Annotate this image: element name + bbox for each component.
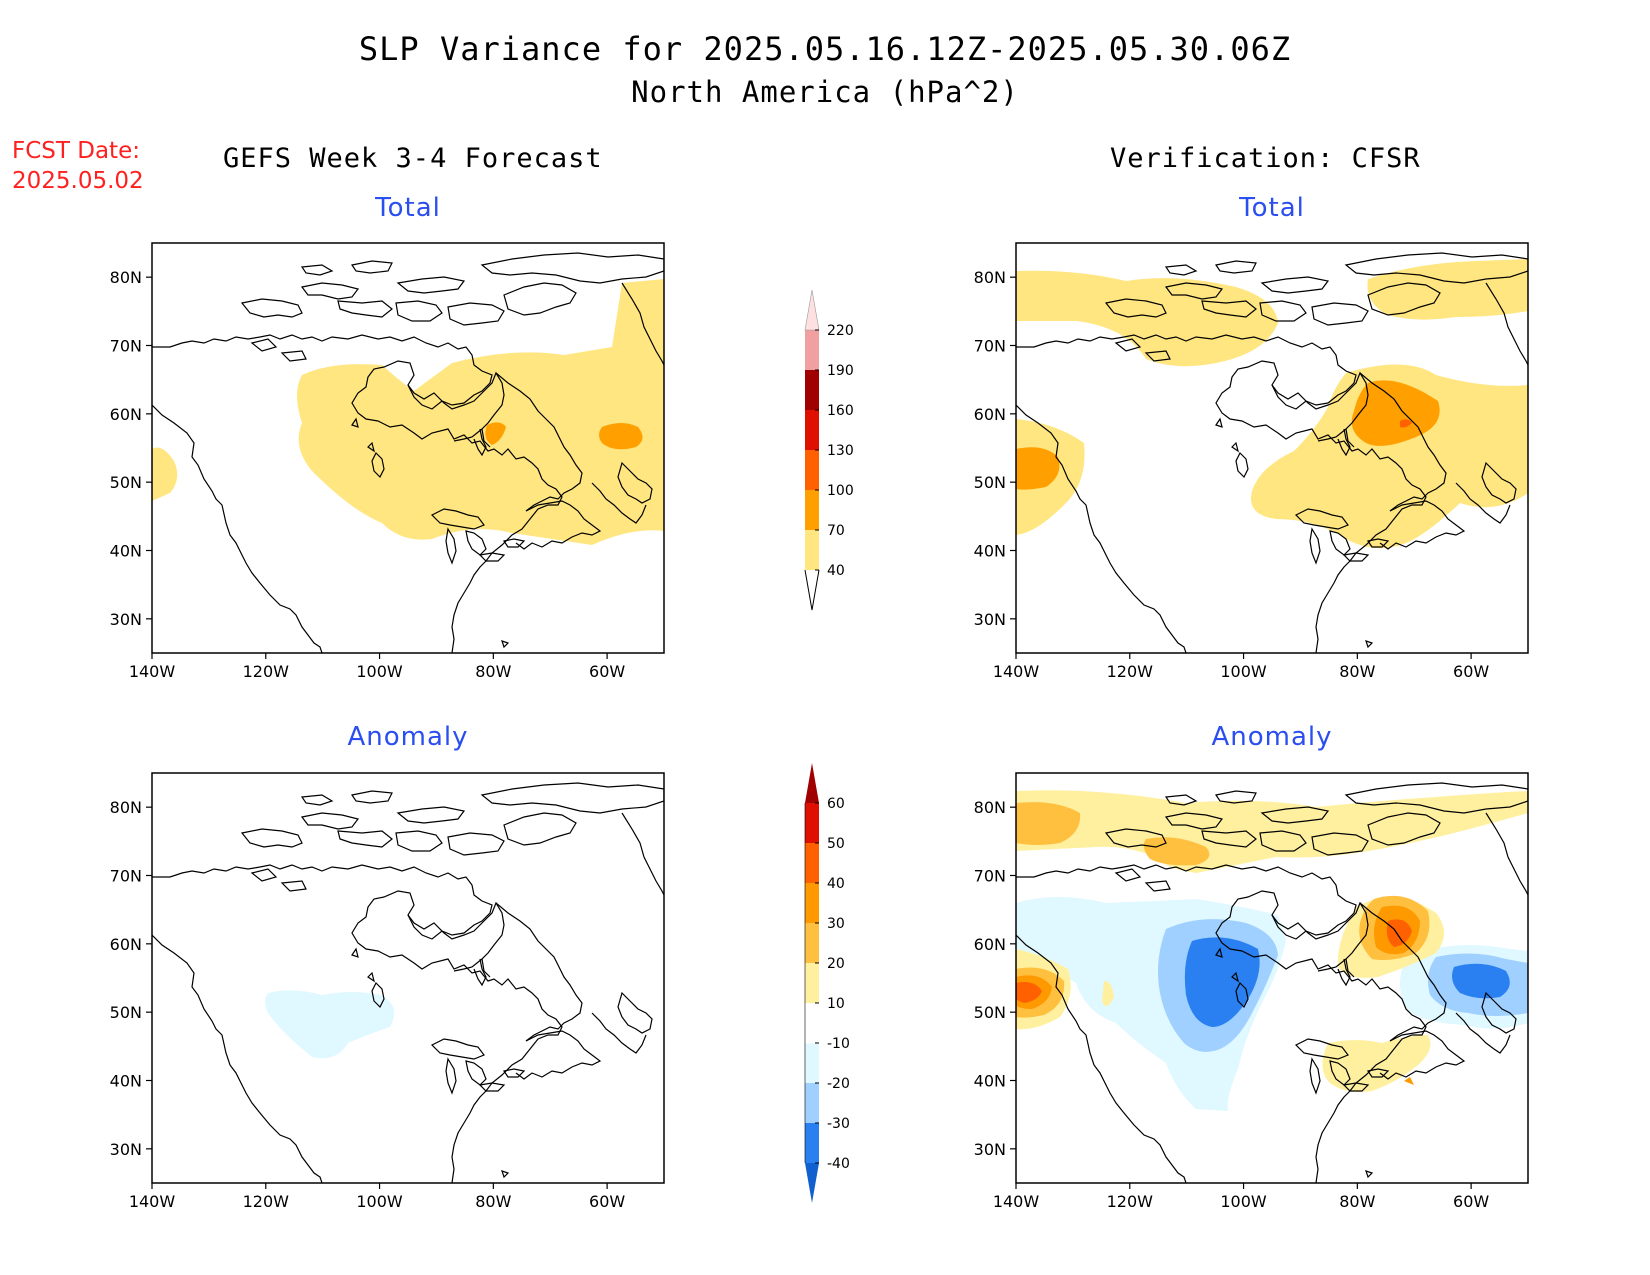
- panel-title-forecast-anomaly: Anomaly: [347, 722, 469, 752]
- map-verification-total: [1015, 242, 1529, 654]
- lat-tick-label: 60N: [110, 935, 142, 954]
- lat-tick-label: 50N: [974, 1003, 1006, 1022]
- colorbar-anomaly-label: -40: [827, 1156, 850, 1172]
- colorbar-anomaly-label: 10: [827, 996, 845, 1012]
- colorbar-anomaly-label: -20: [827, 1076, 850, 1092]
- colorbar-anomaly-swatch: [805, 883, 819, 923]
- colorbar-anomaly-upper-tip: [805, 763, 819, 803]
- main-title: SLP Variance for 2025.05.16.12Z-2025.05.…: [358, 30, 1292, 68]
- colorbar-total-swatch: [805, 490, 819, 530]
- colorbar-total-swatch: [805, 450, 819, 490]
- colorbar-anomaly-label: -10: [827, 1036, 850, 1052]
- colorbar-anomaly-swatch: [805, 843, 819, 883]
- colorbar-total-label: 130: [827, 443, 854, 459]
- lon-tick-label: 60W: [1453, 1192, 1489, 1211]
- lat-tick-label: 40N: [110, 542, 142, 561]
- lat-tick-label: 70N: [110, 337, 142, 356]
- lon-tick-label: 120W: [243, 1192, 290, 1211]
- lat-tick-label: 70N: [110, 867, 142, 886]
- colorbar-anomaly-swatch: [804, 1002, 820, 1044]
- lat-tick-label: 50N: [110, 473, 142, 492]
- colorbar-anomaly-label: 40: [827, 876, 845, 892]
- colorbar-total-swatch: [805, 410, 819, 450]
- colorbar-anomaly-label: 20: [827, 956, 845, 972]
- lon-tick-label: 100W: [356, 662, 403, 681]
- lon-tick-label: 140W: [993, 1192, 1040, 1211]
- lon-tick-label: 80W: [475, 1192, 511, 1211]
- lon-tick-label: 120W: [1107, 1192, 1154, 1211]
- lat-tick-label: 50N: [974, 473, 1006, 492]
- lat-tick-label: 40N: [974, 1072, 1006, 1091]
- panel-title-forecast-total: Total: [375, 193, 441, 223]
- lon-tick-label: 120W: [1107, 662, 1154, 681]
- lat-tick-label: 80N: [974, 268, 1006, 287]
- colorbar-anomaly: -40 -30 -20 -10 10 20 30 40 50 60: [804, 763, 850, 1203]
- lat-tick-label: 50N: [110, 1003, 142, 1022]
- colorbar-total-upper-tip: [804, 289, 820, 331]
- panel-title-verification-anomaly: Anomaly: [1211, 722, 1333, 752]
- lon-tick-label: 100W: [356, 1192, 403, 1211]
- lat-tick-label: 60N: [110, 405, 142, 424]
- fcst-date-value: 2025.05.02: [12, 168, 144, 194]
- colorbar-anomaly-label: 30: [827, 916, 845, 932]
- colorbar-total-label: 160: [827, 403, 854, 419]
- panel-title-verification-total: Total: [1239, 193, 1305, 223]
- colorbar-anomaly-swatch: [805, 1123, 819, 1163]
- map-forecast-total: [151, 242, 665, 654]
- lon-tick-label: 60W: [589, 1192, 625, 1211]
- verification-column-heading: Verification: CFSR: [1110, 143, 1421, 174]
- lon-tick-label: 100W: [1220, 1192, 1267, 1211]
- colorbar-total-swatch: [805, 330, 819, 370]
- colorbar-total-label: 220: [827, 323, 854, 339]
- lon-tick-label: 140W: [129, 662, 176, 681]
- colorbar-anomaly-label: -30: [827, 1116, 850, 1132]
- colorbar-anomaly-lower-tip: [805, 1163, 819, 1203]
- lat-tick-label: 70N: [974, 867, 1006, 886]
- lat-tick-label: 80N: [110, 268, 142, 287]
- colorbar-total-label: 70: [827, 523, 845, 539]
- forecast-column-heading: GEFS Week 3-4 Forecast: [223, 143, 603, 174]
- lon-tick-label: 140W: [993, 662, 1040, 681]
- lat-tick-label: 60N: [974, 935, 1006, 954]
- lat-tick-label: 80N: [974, 798, 1006, 817]
- lon-tick-label: 120W: [243, 662, 290, 681]
- lat-tick-label: 80N: [110, 798, 142, 817]
- colorbar-anomaly-swatch: [805, 963, 819, 1003]
- colorbar-total-label: 190: [827, 363, 854, 379]
- colorbar-total-swatch: [805, 370, 819, 410]
- lon-tick-label: 80W: [1339, 1192, 1375, 1211]
- colorbar-total: 40 70 100 130 160 190 220: [804, 289, 854, 611]
- lon-tick-label: 60W: [589, 662, 625, 681]
- colorbar-anomaly-swatch: [805, 923, 819, 963]
- lat-tick-label: 30N: [974, 1140, 1006, 1159]
- lat-tick-label: 40N: [974, 542, 1006, 561]
- map-forecast-anomaly: [151, 772, 665, 1184]
- map-verification-anomaly: [1015, 772, 1529, 1184]
- lat-tick-label: 70N: [974, 337, 1006, 356]
- lon-tick-label: 140W: [129, 1192, 176, 1211]
- lon-tick-label: 100W: [1220, 662, 1267, 681]
- lon-tick-label: 80W: [1339, 662, 1375, 681]
- colorbar-anomaly-label: 60: [827, 796, 845, 812]
- lat-tick-label: 30N: [110, 610, 142, 629]
- axes-layer: 80N 70N 60N 50N 40N 30N 140W 120W 100W 80W 60W 80N 7…: [110, 268, 1490, 1211]
- colorbar-total-label: 100: [827, 483, 854, 499]
- colorbar-total-label: 40: [827, 563, 845, 579]
- lat-tick-label: 40N: [110, 1072, 142, 1091]
- colorbar-total-lower-tip: [804, 569, 820, 611]
- colorbar-anomaly-swatch: [805, 803, 819, 843]
- fcst-date-label: FCST Date:: [12, 138, 140, 164]
- lon-tick-label: 60W: [1453, 662, 1489, 681]
- main-subtitle: North America (hPa^2): [631, 75, 1019, 109]
- lon-tick-label: 80W: [475, 662, 511, 681]
- lat-tick-label: 30N: [110, 1140, 142, 1159]
- lat-tick-label: 60N: [974, 405, 1006, 424]
- colorbar-anomaly-swatch: [805, 1043, 819, 1083]
- lat-tick-label: 30N: [974, 610, 1006, 629]
- colorbar-anomaly-swatch: [805, 1083, 819, 1123]
- colorbar-total-swatch: [805, 530, 819, 570]
- colorbar-anomaly-label: 50: [827, 836, 845, 852]
